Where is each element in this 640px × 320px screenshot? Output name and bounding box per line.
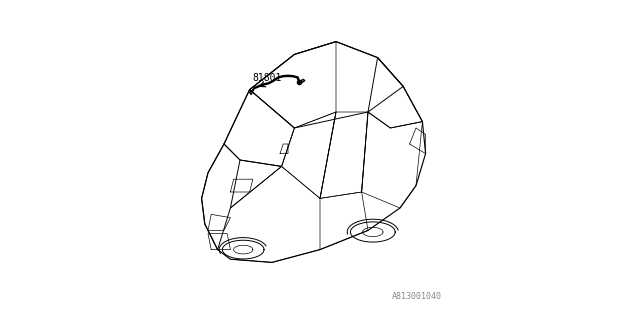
Text: 81801: 81801 — [253, 73, 282, 83]
Text: A813001040: A813001040 — [392, 292, 442, 301]
